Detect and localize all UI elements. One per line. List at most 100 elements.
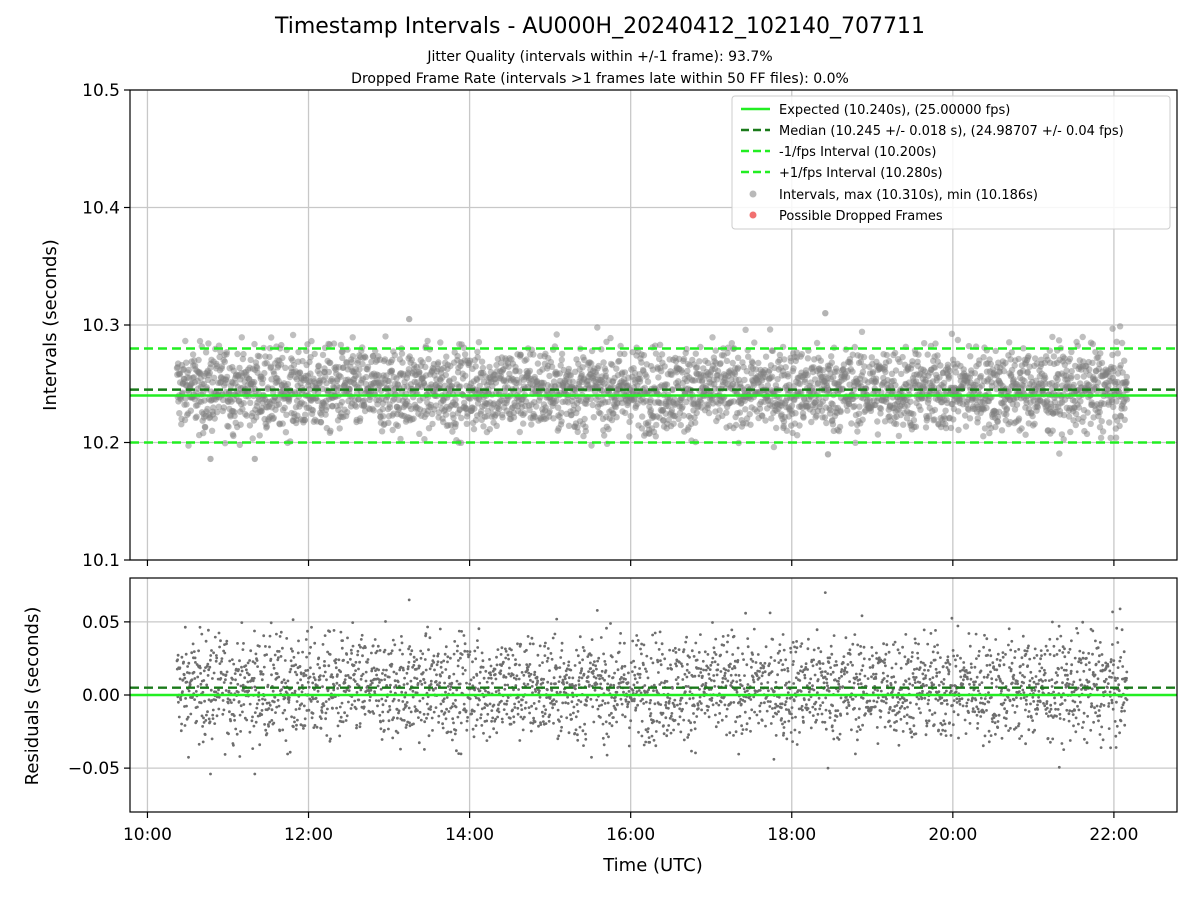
residual-point (399, 747, 402, 751)
residual-point (607, 688, 611, 692)
interval-point (397, 435, 404, 443)
residual-point (444, 668, 448, 671)
residual-point (380, 678, 383, 682)
interval-point (569, 378, 576, 385)
residual-point (448, 675, 451, 678)
residual-point (459, 721, 463, 725)
interval-point (716, 407, 723, 414)
interval-point (1098, 418, 1105, 425)
interval-point (1020, 345, 1027, 352)
residual-point (419, 649, 423, 653)
residual-point (582, 649, 586, 653)
residual-point (181, 690, 184, 693)
residual-point (182, 660, 186, 664)
residual-point (560, 725, 563, 729)
residual-point (192, 650, 196, 653)
interval-point (548, 363, 556, 370)
residual-point (260, 713, 264, 716)
residual-point (432, 661, 436, 664)
interval-point (565, 422, 573, 429)
residual-point (180, 655, 184, 659)
residual-point (234, 678, 237, 682)
residual-point (397, 699, 401, 702)
residual-point (222, 708, 226, 712)
residual-point (445, 696, 449, 699)
residual-point (468, 682, 472, 686)
residual-point (196, 705, 199, 709)
residual-point (409, 652, 412, 656)
residual-point (387, 719, 391, 723)
residual-point (196, 675, 200, 679)
residual-point (419, 679, 422, 683)
interval-point (622, 409, 629, 417)
residual-point (353, 680, 357, 683)
residual-point (277, 704, 281, 708)
interval-point (600, 359, 607, 366)
intervals-points (173, 310, 1131, 463)
residual-point (272, 663, 275, 667)
residual-point (222, 681, 226, 684)
residual-point (319, 717, 323, 720)
residual-point (542, 720, 545, 723)
residual-point (491, 716, 495, 720)
residual-point (566, 702, 570, 705)
interval-point (742, 326, 749, 333)
residual-point (592, 669, 595, 673)
residual-point (567, 664, 570, 667)
residual-point (544, 708, 548, 712)
residual-point (556, 708, 560, 712)
interval-point (922, 424, 930, 431)
residual-point (240, 665, 243, 669)
residual-point (400, 641, 404, 645)
residual-point (248, 730, 252, 734)
interval-point (558, 350, 566, 358)
residual-point (548, 669, 551, 672)
interval-point (567, 372, 574, 379)
residual-point (603, 702, 607, 705)
residual-point (492, 703, 496, 707)
interval-point (1099, 428, 1107, 435)
residual-point (385, 668, 388, 672)
residual-point (452, 672, 456, 676)
residual-point (453, 732, 457, 736)
residual-point (642, 643, 646, 647)
residual-point (198, 625, 202, 629)
residual-point (609, 683, 613, 687)
residuals-panel: 0.050.00−0.05 10:00 12:00 14:00 16:00 18:00 2… (22, 577, 1178, 876)
residual-point (391, 638, 395, 642)
residual-point (531, 642, 535, 646)
interval-point (230, 432, 237, 440)
residual-point (407, 660, 411, 664)
legend-median-label: Median (10.245 +/- 0.018 s), (24.98707 +… (779, 124, 1124, 139)
residual-point (292, 716, 296, 719)
residual-point (559, 656, 563, 659)
interval-point (1003, 405, 1011, 412)
interval-point (582, 427, 589, 435)
residual-point (503, 683, 507, 687)
interval-point (756, 405, 764, 412)
interval-point (1025, 352, 1032, 360)
interval-point (1112, 434, 1120, 441)
residual-point (375, 649, 379, 653)
residual-point (384, 620, 387, 623)
interval-point (236, 364, 243, 372)
interval-point (924, 351, 931, 358)
interval-point (550, 415, 557, 422)
interval-point (557, 362, 564, 369)
residual-point (506, 683, 510, 687)
legend-minus-fps-label: -1/fps Interval (10.200s) (779, 145, 936, 160)
interval-point (655, 374, 662, 381)
interval-point (1029, 412, 1036, 420)
residual-point (240, 621, 244, 624)
residual-point (289, 667, 293, 671)
residual-point (575, 648, 578, 652)
residual-point (483, 706, 486, 710)
residual-point (416, 709, 419, 712)
residual-point (439, 665, 443, 669)
interval-point (530, 351, 537, 358)
residual-point (254, 652, 258, 656)
interval-point (389, 426, 396, 434)
residual-point (230, 658, 234, 661)
interval-point (268, 334, 275, 341)
residual-point (601, 699, 605, 703)
